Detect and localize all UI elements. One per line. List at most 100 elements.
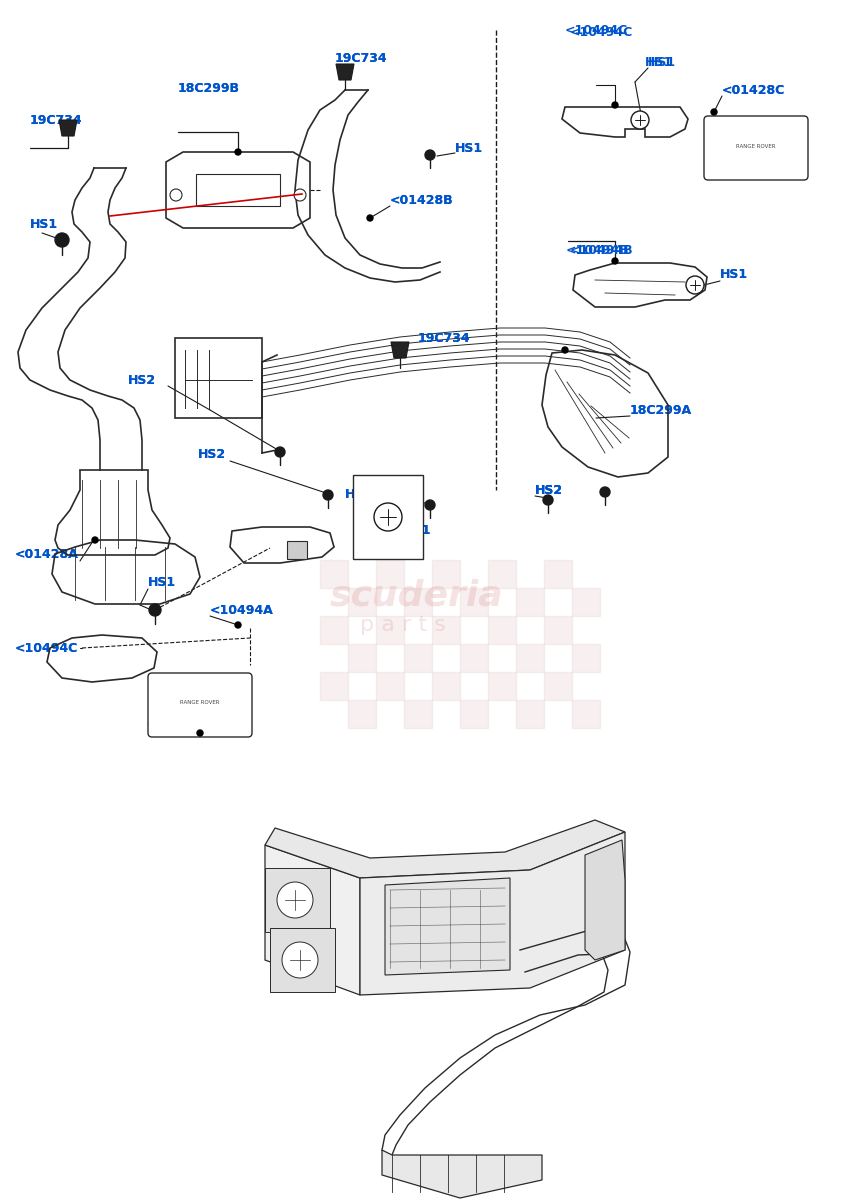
Bar (376, 616, 404, 644)
Text: HS2: HS2 (535, 484, 563, 497)
Bar (348, 588, 376, 616)
Text: <01428C: <01428C (722, 84, 786, 96)
Polygon shape (585, 840, 625, 960)
Polygon shape (59, 120, 77, 136)
Bar (572, 588, 600, 616)
Text: HS2: HS2 (198, 449, 226, 462)
Text: scuderia: scuderia (330, 578, 504, 612)
Text: p a r t s: p a r t s (360, 614, 446, 635)
Circle shape (282, 942, 318, 978)
Circle shape (92, 538, 98, 542)
Bar (460, 588, 488, 616)
Text: <10494C: <10494C (565, 24, 628, 36)
Text: 19C734: 19C734 (335, 52, 388, 65)
Text: HS1: HS1 (720, 269, 748, 282)
Bar (516, 700, 544, 728)
Polygon shape (391, 342, 409, 358)
Circle shape (425, 150, 435, 160)
Text: HS2: HS2 (345, 488, 373, 502)
FancyBboxPatch shape (148, 673, 252, 737)
Bar (404, 588, 432, 616)
Circle shape (170, 188, 182, 200)
Text: HS1: HS1 (148, 576, 176, 589)
Text: 18C299A: 18C299A (630, 403, 692, 416)
Text: 18C299A: 18C299A (630, 403, 692, 416)
Bar (404, 700, 432, 728)
Text: HS1: HS1 (30, 217, 58, 230)
Circle shape (275, 446, 285, 457)
Text: <01428A: <01428A (15, 548, 78, 562)
Text: <01428B: <01428B (390, 193, 453, 206)
Text: <01428C: <01428C (148, 712, 211, 725)
Circle shape (277, 882, 313, 918)
Circle shape (367, 215, 373, 221)
Bar (320, 616, 348, 644)
Text: <01428C: <01428C (722, 84, 786, 96)
Text: <10494C: <10494C (15, 642, 78, 654)
Text: HM1: HM1 (400, 523, 431, 536)
Text: HS1: HS1 (645, 55, 673, 68)
Polygon shape (265, 868, 330, 932)
Text: <10494A: <10494A (210, 604, 273, 617)
Text: RANGE ROVER: RANGE ROVER (181, 701, 220, 706)
Circle shape (686, 276, 704, 294)
Bar (432, 672, 460, 700)
Text: <01428A: <01428A (15, 548, 78, 562)
Text: 19C734: 19C734 (335, 52, 388, 65)
Circle shape (235, 622, 241, 628)
Text: HS1: HS1 (30, 217, 58, 230)
Bar (432, 560, 460, 588)
Circle shape (425, 500, 435, 510)
Polygon shape (265, 845, 360, 995)
Text: HS2: HS2 (535, 484, 563, 497)
Bar (460, 700, 488, 728)
Text: 18C299B: 18C299B (178, 82, 240, 95)
Polygon shape (270, 928, 335, 992)
Circle shape (374, 503, 402, 530)
Circle shape (631, 110, 649, 128)
Circle shape (55, 233, 69, 247)
Bar (320, 672, 348, 700)
Bar (572, 700, 600, 728)
Bar (460, 644, 488, 672)
Text: HS2: HS2 (128, 373, 156, 386)
Circle shape (197, 730, 203, 736)
Circle shape (600, 487, 610, 497)
Text: HS1: HS1 (148, 576, 176, 589)
Text: <10494B: <10494B (566, 244, 630, 257)
Polygon shape (360, 832, 625, 995)
Text: <10494B: <10494B (570, 244, 634, 257)
Bar (544, 616, 572, 644)
FancyBboxPatch shape (704, 116, 808, 180)
Bar (488, 616, 516, 644)
Bar (544, 560, 572, 588)
Bar (376, 560, 404, 588)
Polygon shape (385, 878, 510, 974)
Circle shape (711, 109, 717, 115)
Bar (516, 644, 544, 672)
Bar (488, 560, 516, 588)
Circle shape (294, 188, 306, 200)
Bar (516, 588, 544, 616)
Text: HS1: HS1 (455, 142, 483, 155)
Text: 19C734: 19C734 (418, 331, 470, 344)
Circle shape (543, 494, 553, 505)
Text: 19C734: 19C734 (30, 114, 83, 126)
Text: HS1: HS1 (455, 142, 483, 155)
Bar (376, 672, 404, 700)
Bar (572, 644, 600, 672)
Bar (432, 616, 460, 644)
Circle shape (612, 258, 618, 264)
Polygon shape (265, 820, 625, 878)
Text: <10494A: <10494A (210, 604, 273, 617)
Bar (404, 644, 432, 672)
Circle shape (235, 149, 241, 155)
Text: <01428B: <01428B (390, 193, 453, 206)
Bar (488, 672, 516, 700)
Text: 18C299B: 18C299B (178, 82, 240, 95)
Text: HS2: HS2 (345, 488, 373, 502)
Text: HS1: HS1 (720, 269, 748, 282)
Polygon shape (336, 64, 354, 80)
Text: RANGE ROVER: RANGE ROVER (736, 144, 776, 149)
Bar (348, 644, 376, 672)
